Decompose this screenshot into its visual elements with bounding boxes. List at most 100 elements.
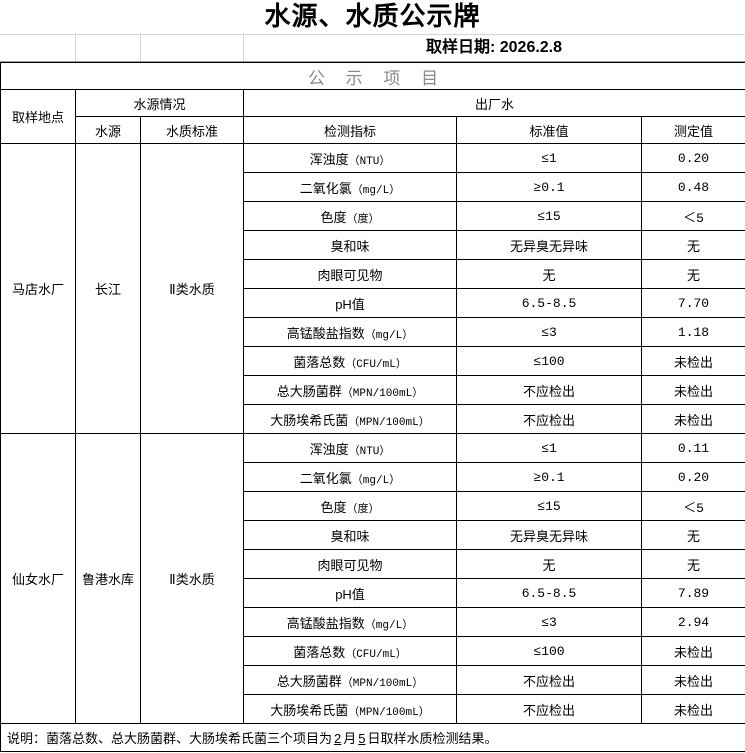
cell-measured-value: ＜5 [640, 491, 745, 521]
page-title: 水源、水质公示牌 [264, 2, 481, 31]
cell-indicator: 大肠埃希氏菌（MPN/100mL） [243, 404, 457, 434]
cell-measured-value: 未检出 [640, 375, 745, 405]
cell-indicator: 总大肠菌群（MPN/100mL） [243, 665, 457, 695]
indicator-unit: （CFU/mL） [345, 648, 407, 661]
footer-prefix: 说明：菌落总数、总大肠菌群、大肠埃希氏菌三个项目为 [7, 731, 333, 746]
header-location: 取样地点 [0, 89, 76, 144]
cell-indicator: 浑浊度（NTU） [243, 433, 457, 463]
indicator-name: pH值 [335, 296, 365, 312]
header-finished-water: 出厂水 [242, 89, 745, 117]
title-row: 水源、水质公示牌 [0, 0, 745, 35]
cell-standard-value: ≤3 [456, 317, 642, 347]
cell-standard-value: 6.5-8.5 [456, 578, 642, 608]
footer-month-value: 2 [334, 731, 342, 746]
cell-standard-value: 不应检出 [456, 375, 642, 405]
indicator-unit: （度） [346, 503, 380, 516]
cell-indicator: 二氧化氯（mg/L） [243, 172, 457, 202]
indicator-name: 总大肠菌群 [276, 383, 342, 399]
header-standard-value: 标准值 [456, 116, 642, 144]
indicator-name: 浑浊度 [309, 441, 349, 457]
indicator-unit: （NTU） [348, 445, 391, 458]
cell-source: 鲁港水库 [75, 433, 141, 724]
cell-measured-value: 0.48 [640, 172, 745, 202]
indicator-unit: （mg/L） [364, 329, 414, 342]
cell-measured-value: 未检出 [640, 665, 745, 695]
header-indicator: 检测指标 [243, 116, 457, 144]
indicator-name: 臭和味 [330, 238, 370, 254]
cell-indicator: 浑浊度（NTU） [243, 143, 457, 173]
indicator-name: 浑浊度 [309, 151, 349, 167]
cell-indicator: 色度（度） [243, 201, 457, 231]
indicator-name: 肉眼可见物 [317, 557, 383, 573]
cell-standard-value: 无异臭无异味 [456, 230, 642, 260]
footer-row: 说明：菌落总数、总大肠菌群、大肠埃希氏菌三个项目为 2 月 5 日取样水质检测结果。 [0, 723, 745, 752]
cell-standard-value: ≥0.1 [456, 172, 642, 202]
cell-measured-value: 1.18 [640, 317, 745, 347]
sampling-date-row: 取样日期: 2026.2.8 [0, 35, 745, 62]
footer-day-label: 日 [367, 731, 381, 746]
footer-note: 说明：菌落总数、总大肠菌群、大肠埃希氏菌三个项目为 2 月 5 日取样水质检测结果。 [0, 723, 745, 752]
indicator-name: 大肠埃希氏菌 [270, 412, 349, 428]
table-row: 色度（度） ≤15 ＜5 [1, 491, 745, 521]
table-row: 二氧化氯（mg/L） ≥0.1 0.48 [1, 172, 745, 202]
indicator-unit: （度） [346, 213, 380, 226]
indicator-unit: （CFU/mL） [345, 358, 407, 371]
cell-indicator: 大肠埃希氏菌（MPN/100mL） [243, 694, 457, 724]
indicator-name: 高锰酸盐指数 [286, 325, 365, 341]
indicator-unit: （NTU） [348, 155, 391, 168]
table-row: 肉眼可见物 无无 [1, 259, 745, 289]
indicator-unit: （MPN/100mL） [348, 706, 430, 719]
indicator-name: 菌落总数 [293, 354, 346, 370]
indicator-name: pH值 [335, 586, 365, 602]
cell-indicator: 肉眼可见物 [243, 259, 457, 289]
cell-measured-value: 未检出 [640, 636, 745, 666]
footer-day-value: 5 [358, 731, 366, 746]
table-row: 大肠埃希氏菌（MPN/100mL） 不应检出 未检出 [1, 404, 745, 434]
cell-indicator: pH值 [243, 578, 457, 608]
table-row: 菌落总数（CFU/mL） ≤100 未检出 [1, 346, 745, 376]
cell-indicator: 高锰酸盐指数（mg/L） [243, 317, 457, 347]
cell-indicator: 色度（度） [243, 491, 457, 521]
footer-suffix: 取样水质检测结果。 [380, 731, 498, 746]
cell-indicator: pH值 [243, 288, 457, 318]
header-measured-value: 测定值 [640, 116, 745, 144]
header-group-row: 取样地点 水源情况 出厂水 [0, 89, 745, 144]
cell-measured-value: 无 [640, 520, 745, 550]
indicator-unit: （MPN/100mL） [341, 387, 424, 400]
cell-measured-value: ＜5 [640, 201, 745, 231]
cell-measured-value: 未检出 [640, 346, 745, 376]
indicator-unit: （MPN/100mL） [341, 677, 424, 690]
cell-standard-value: ≤1 [456, 143, 642, 173]
indicator-name: 二氧化氯 [299, 470, 352, 486]
indicator-name: 总大肠菌群 [276, 673, 342, 689]
water-quality-table: 公 示 项 目 取样地点 水源情况 出厂水 水源 水质标准 检测指标 标准值 测… [0, 62, 745, 752]
indicator-name: 菌落总数 [293, 644, 346, 660]
header-quality-standard: 水质标准 [140, 116, 244, 144]
cell-measured-value: 无 [640, 259, 745, 289]
cell-standard-value: 无异臭无异味 [456, 520, 642, 550]
table-row: pH值 6.5-8.5 7.89 [1, 578, 745, 608]
indicator-name: 色度 [320, 499, 347, 515]
cell-measured-value: 无 [640, 549, 745, 579]
indicator-unit: （mg/L） [351, 474, 401, 487]
table-row: 马店水厂 长江 Ⅱ类水质 浑浊度（NTU） ≤1 0.20 [0, 143, 745, 434]
cell-standard-value: 不应检出 [456, 694, 642, 724]
grid-divider [243, 35, 244, 61]
indicator-name: 大肠埃希氏菌 [270, 702, 349, 718]
indicator-name: 色度 [320, 209, 347, 225]
table-row: pH值 6.5-8.5 7.70 [1, 288, 745, 318]
indicator-unit: （mg/L） [351, 184, 401, 197]
header-source: 水源 [75, 116, 141, 144]
cell-indicator: 二氧化氯（mg/L） [243, 462, 457, 492]
cell-indicator: 菌落总数（CFU/mL） [243, 636, 457, 666]
banner-label: 公 示 项 目 [0, 62, 745, 90]
cell-measured-value: 0.20 [640, 143, 745, 173]
sampling-date: 取样日期: 2026.2.8 [425, 39, 563, 56]
cell-measured-value: 0.11 [640, 433, 745, 463]
cell-measured-value: 7.89 [640, 578, 745, 608]
cell-measured-value: 0.20 [640, 462, 745, 492]
cell-standard-value: 不应检出 [456, 404, 642, 434]
cell-indicator: 臭和味 [243, 520, 457, 550]
table-row: 色度（度） ≤15 ＜5 [1, 201, 745, 231]
